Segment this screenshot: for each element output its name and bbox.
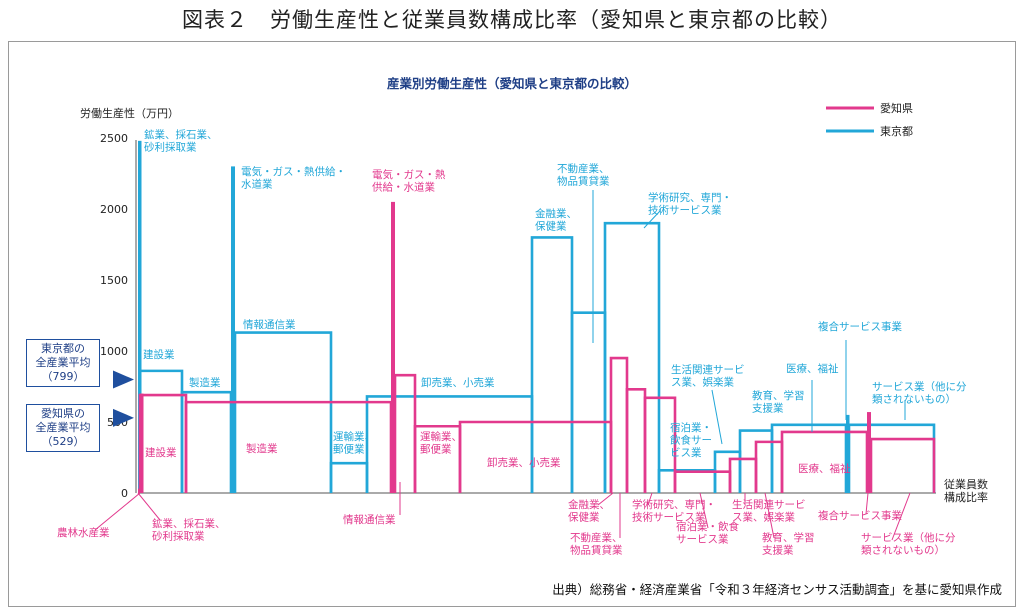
aichi-annotation: 不動産業、物品賃貸業 <box>570 531 623 557</box>
y-tick-label: 0 <box>121 487 128 500</box>
chart-subtitle: 産業別労働生産性（愛知県と東京都の比較） <box>387 76 637 91</box>
aichi-bar <box>867 412 871 493</box>
figure-title: 図表２ 労働生産性と従業員数構成比率（愛知県と東京都の比較） <box>182 8 842 32</box>
tokyo-annotation: 学術研究、専門・技術サービス業 <box>648 191 732 217</box>
y-tick-label: 2500 <box>100 132 128 145</box>
aichi-bar <box>673 470 732 493</box>
x-axis-title: 従業員数構成比率 <box>944 478 988 504</box>
tokyo-leader-line <box>643 210 661 229</box>
aichi-bar <box>728 457 758 493</box>
tokyo-bar <box>180 390 233 493</box>
tokyo-average-arrow <box>113 370 134 389</box>
tokyo-annotation: 情報通信業 <box>243 318 296 331</box>
aichi-bar <box>754 440 784 493</box>
aichi-average-line2: 全産業平均 <box>35 421 91 434</box>
aichi-bar <box>643 396 677 493</box>
aichi-leader-line <box>597 492 614 506</box>
aichi-annotation: 医療、福祉 <box>798 462 851 475</box>
tokyo-annotation: 複合サービス事業 <box>818 320 902 333</box>
aichi-leader-line <box>891 492 911 541</box>
aichi-annotation: 金融業、保健業 <box>568 498 610 524</box>
aichi-annotation: 建設業 <box>145 446 177 459</box>
tokyo-annotation: 鉱業、採石業、砂利採取業 <box>144 128 218 154</box>
aichi-annotation: 情報通信業 <box>343 513 396 526</box>
tokyo-annotation: 電気・ガス・熱供給・水道業 <box>241 165 346 191</box>
aichi-bar <box>140 393 144 493</box>
tokyo-annotation: 金融業、保健業 <box>535 207 577 233</box>
y-tick-label: 1500 <box>100 274 128 287</box>
tokyo-annotation: 運輸業、郵便業 <box>333 430 375 456</box>
tokyo-bar <box>233 331 333 493</box>
aichi-leader-line <box>647 492 653 506</box>
tokyo-average-line3: （799） <box>41 370 85 383</box>
aichi-annotation: 学術研究、専門・技術サービス業 <box>632 498 716 524</box>
tokyo-average-line1: 東京都の <box>41 342 85 355</box>
tokyo-bar <box>530 236 574 493</box>
tokyo-annotation: 製造業 <box>189 376 221 389</box>
chart-frame <box>8 41 1016 607</box>
tokyo-annotation: 医療、福祉 <box>786 362 839 375</box>
aichi-annotation: 農林水産業 <box>57 526 110 539</box>
aichi-bar <box>391 201 395 493</box>
tokyo-bar <box>657 468 717 493</box>
legend-label-aichi: 愛知県 <box>880 101 913 115</box>
tokyo-annotation: サービス業（他に分類されないもの） <box>872 380 967 406</box>
aichi-bar <box>138 393 188 493</box>
aichi-leader-line <box>764 492 775 539</box>
tokyo-bar <box>570 311 607 493</box>
tokyo-bar <box>138 369 184 493</box>
tokyo-bar <box>231 166 235 493</box>
aichi-annotation: 鉱業、採石業、砂利採取業 <box>152 517 226 543</box>
aichi-annotation: 電気・ガス・熱供給・水道業 <box>372 168 446 194</box>
tokyo-annotation: 建設業 <box>143 348 175 361</box>
tokyo-annotation: 卸売業、小売業 <box>421 376 495 389</box>
aichi-annotation: 運輸業、郵便業 <box>420 430 462 456</box>
aichi-bar <box>869 437 936 493</box>
tokyo-bar <box>138 140 142 493</box>
tokyo-leader-line <box>711 389 723 445</box>
aichi-bar <box>393 373 417 493</box>
aichi-leader-line <box>94 492 141 531</box>
tokyo-annotation: 宿泊業・飲食サービス業 <box>670 421 712 459</box>
y-tick-label: 2000 <box>100 203 128 216</box>
tokyo-bar <box>329 461 369 493</box>
aichi-annotation: 生活関連サービス業、娯楽業 <box>732 498 806 524</box>
aichi-bar <box>625 388 647 493</box>
tokyo-annotation: 不動産業、物品賃貸業 <box>557 162 610 188</box>
aichi-leader-line <box>699 492 709 529</box>
aichi-average-arrow <box>113 408 134 427</box>
aichi-leader-line <box>865 492 869 515</box>
aichi-annotation: 製造業 <box>246 442 278 455</box>
aichi-annotation: サービス業（他に分類されないもの） <box>861 531 956 557</box>
aichi-average-line3: （529） <box>41 435 85 448</box>
tokyo-bar <box>847 423 936 493</box>
aichi-annotation: 卸売業、小売業 <box>487 456 561 469</box>
y-axis-title: 労働生産性（万円） <box>80 106 179 120</box>
source-note: 出典）総務省・経済産業省「令和３年経済センサス活動調査」を基に愛知県作成 <box>552 582 1002 597</box>
y-tick-label: 1000 <box>100 345 128 358</box>
aichi-leader-line <box>137 492 161 521</box>
legend-label-tokyo: 東京都 <box>880 124 913 138</box>
aichi-average-box: 愛知県の 全産業平均 （529） <box>26 404 100 452</box>
aichi-average-line1: 愛知県の <box>41 407 85 420</box>
aichi-annotation: 教育、学習支援業 <box>762 531 815 557</box>
aichi-annotation: 複合サービス事業 <box>818 509 902 522</box>
tokyo-average-box: 東京都の 全産業平均 （799） <box>26 339 100 387</box>
tokyo-annotation: 教育、学習支援業 <box>752 389 805 415</box>
tokyo-average-line2: 全産業平均 <box>35 356 91 369</box>
tokyo-bar <box>603 221 661 493</box>
aichi-annotation: 宿泊業・飲食サービス業 <box>676 520 739 546</box>
aichi-bar <box>609 356 629 493</box>
tokyo-annotation: 生活関連サービス業、娯楽業 <box>671 363 745 389</box>
